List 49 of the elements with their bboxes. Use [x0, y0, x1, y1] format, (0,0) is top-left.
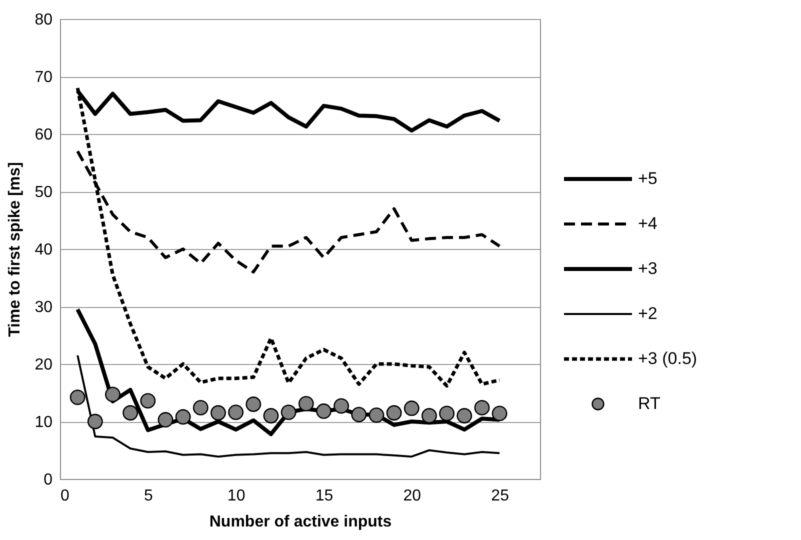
- y-tick-label: 0: [44, 472, 53, 488]
- point: [175, 409, 191, 425]
- point: [87, 414, 103, 430]
- point: [474, 400, 490, 416]
- point: [192, 400, 208, 416]
- point: [246, 396, 262, 412]
- point: [439, 406, 455, 422]
- x-tick-label: 0: [60, 488, 70, 504]
- point: [492, 406, 508, 422]
- y-tick-label: 70: [34, 69, 53, 86]
- point: [386, 405, 402, 421]
- point: [140, 393, 156, 409]
- x-tick-label: 20: [403, 488, 422, 504]
- legend-label: +5: [638, 169, 658, 188]
- point: [105, 386, 120, 402]
- y-axis-title: Time to first spike [ms]: [6, 162, 24, 337]
- legend-label: +4: [638, 214, 658, 233]
- point: [456, 408, 472, 424]
- x-tick-label: 25: [491, 488, 510, 504]
- legend-label: RT: [638, 394, 660, 413]
- y-tick-label: 30: [34, 299, 53, 316]
- point: [158, 412, 174, 428]
- x-tick-label: 10: [227, 488, 246, 504]
- point: [316, 403, 332, 419]
- x-tick-label: 5: [144, 488, 153, 504]
- x-axis-title: Number of active inputs: [209, 514, 392, 530]
- y-tick-label: 80: [34, 12, 53, 28]
- point: [228, 404, 244, 420]
- point: [280, 404, 296, 420]
- point: [404, 400, 420, 416]
- y-tick-label: 50: [34, 184, 53, 201]
- point: [422, 408, 437, 424]
- legend-label: +3 (0.5): [638, 349, 698, 368]
- point: [334, 398, 350, 414]
- line-series: [76, 86, 502, 388]
- y-tick-label: 10: [34, 414, 53, 431]
- legend-label: +2: [638, 304, 658, 323]
- point: [298, 396, 314, 412]
- point: [122, 405, 138, 421]
- point: [210, 405, 226, 421]
- point: [368, 407, 384, 423]
- point: [351, 406, 367, 422]
- y-tick-label: 40: [34, 242, 53, 258]
- x-tick-label: 15: [315, 488, 334, 504]
- point: [263, 408, 279, 424]
- y-tick-label: 20: [34, 356, 53, 374]
- point: [70, 390, 86, 406]
- y-tick-label: 60: [34, 126, 53, 144]
- legend-label: +3: [638, 259, 658, 278]
